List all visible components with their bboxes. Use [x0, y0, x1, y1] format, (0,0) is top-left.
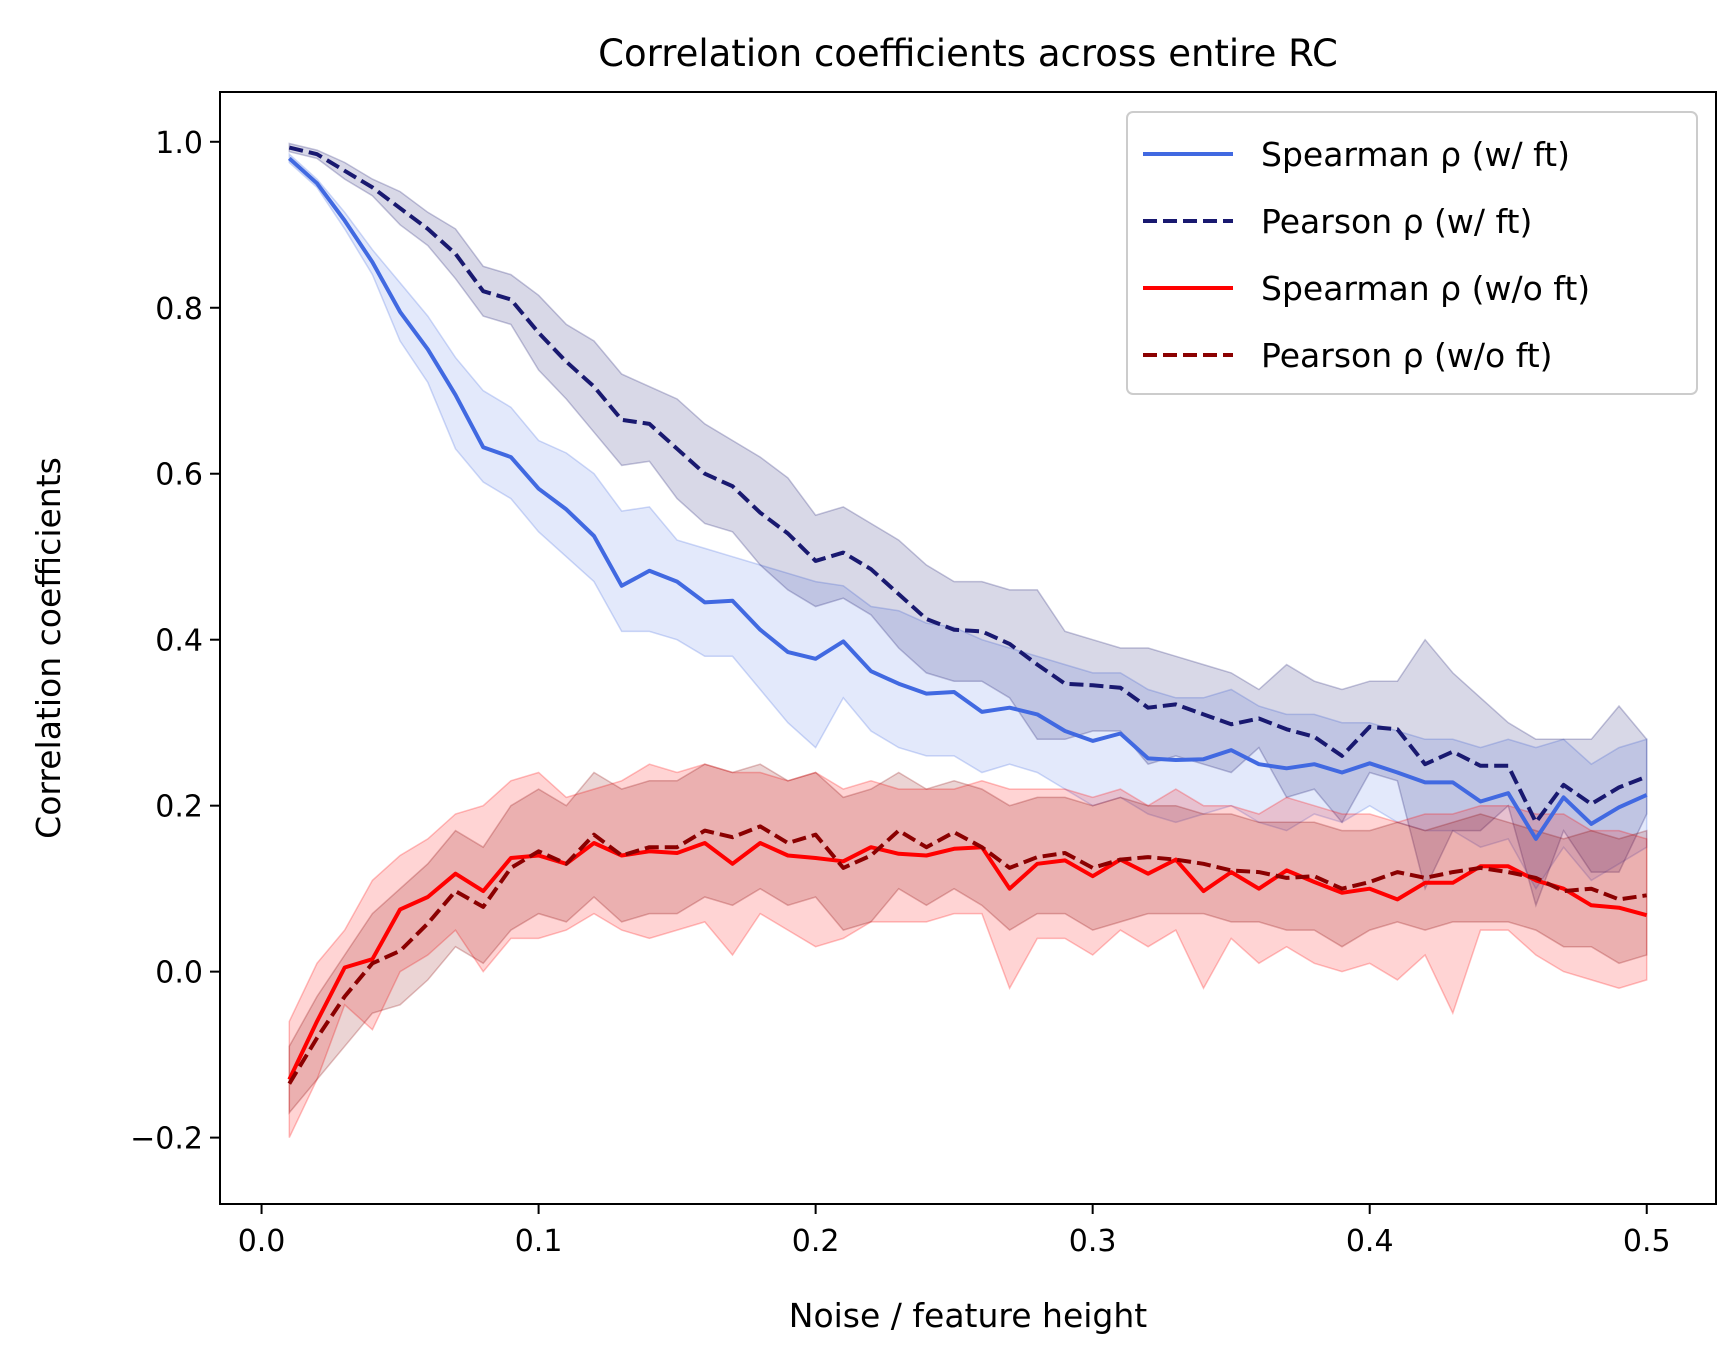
x-tick-label: 0.1: [515, 1224, 563, 1259]
x-axis-label: Noise / feature height: [789, 1296, 1148, 1335]
y-tick-label: 1.0: [155, 126, 203, 161]
y-axis-ticks: −0.2 0.0 0.2 0.4 0.6 0.8 1.0: [130, 126, 220, 1157]
y-tick-label: 0.6: [155, 458, 203, 493]
line-spearman-w-o-ft: [287, 841, 1648, 1081]
y-axis-label: Correlation coefficients: [29, 457, 68, 839]
legend-label-pearson-w-ft: Pearson ρ (w/ ft): [1261, 202, 1532, 241]
legend-box: [1126, 111, 1698, 395]
y-tick-label: 0.0: [155, 956, 203, 991]
legend: Spearman ρ (w/ ft) Pearson ρ (w/ ft) Spear…: [1126, 111, 1698, 395]
band-spearman-w-o-ft: [288, 763, 1648, 1138]
x-tick-label: 0.2: [792, 1224, 840, 1259]
legend-label-spearman-w-ft: Spearman ρ (w/ ft): [1261, 135, 1570, 174]
confidence-bands: [288, 142, 1648, 1138]
band-pearson-w-ft: [288, 142, 1648, 908]
line-pearson-w-o-ft: [287, 824, 1647, 1085]
legend-label-spearman-w-o-ft: Spearman ρ (w/o ft): [1261, 269, 1590, 308]
line-spearman-w-ft: [287, 156, 1648, 841]
x-tick-label: 0.5: [1623, 1224, 1671, 1259]
x-tick-label: 0.0: [238, 1224, 286, 1259]
plot-frame: [219, 91, 1717, 1205]
y-tick-label: 0.4: [155, 624, 203, 659]
y-tick-label: 0.8: [155, 292, 203, 327]
x-axis-ticks: 0.0 0.1 0.2 0.3 0.4 0.5: [238, 1204, 1671, 1259]
band-spearman-w-ft: [288, 152, 1648, 891]
band-pearson-w-o-ft: [288, 763, 1648, 1115]
y-tick-label: −0.2: [130, 1122, 203, 1157]
line-pearson-w-ft: [288, 145, 1648, 825]
series-lines: [287, 145, 1648, 1085]
chart-title: Correlation coefficients across entire R…: [598, 32, 1338, 75]
x-tick-label: 0.4: [1346, 1224, 1394, 1259]
y-tick-label: 0.2: [155, 790, 203, 825]
legend-label-pearson-w-o-ft: Pearson ρ (w/o ft): [1261, 336, 1553, 375]
x-tick-label: 0.3: [1069, 1224, 1117, 1259]
